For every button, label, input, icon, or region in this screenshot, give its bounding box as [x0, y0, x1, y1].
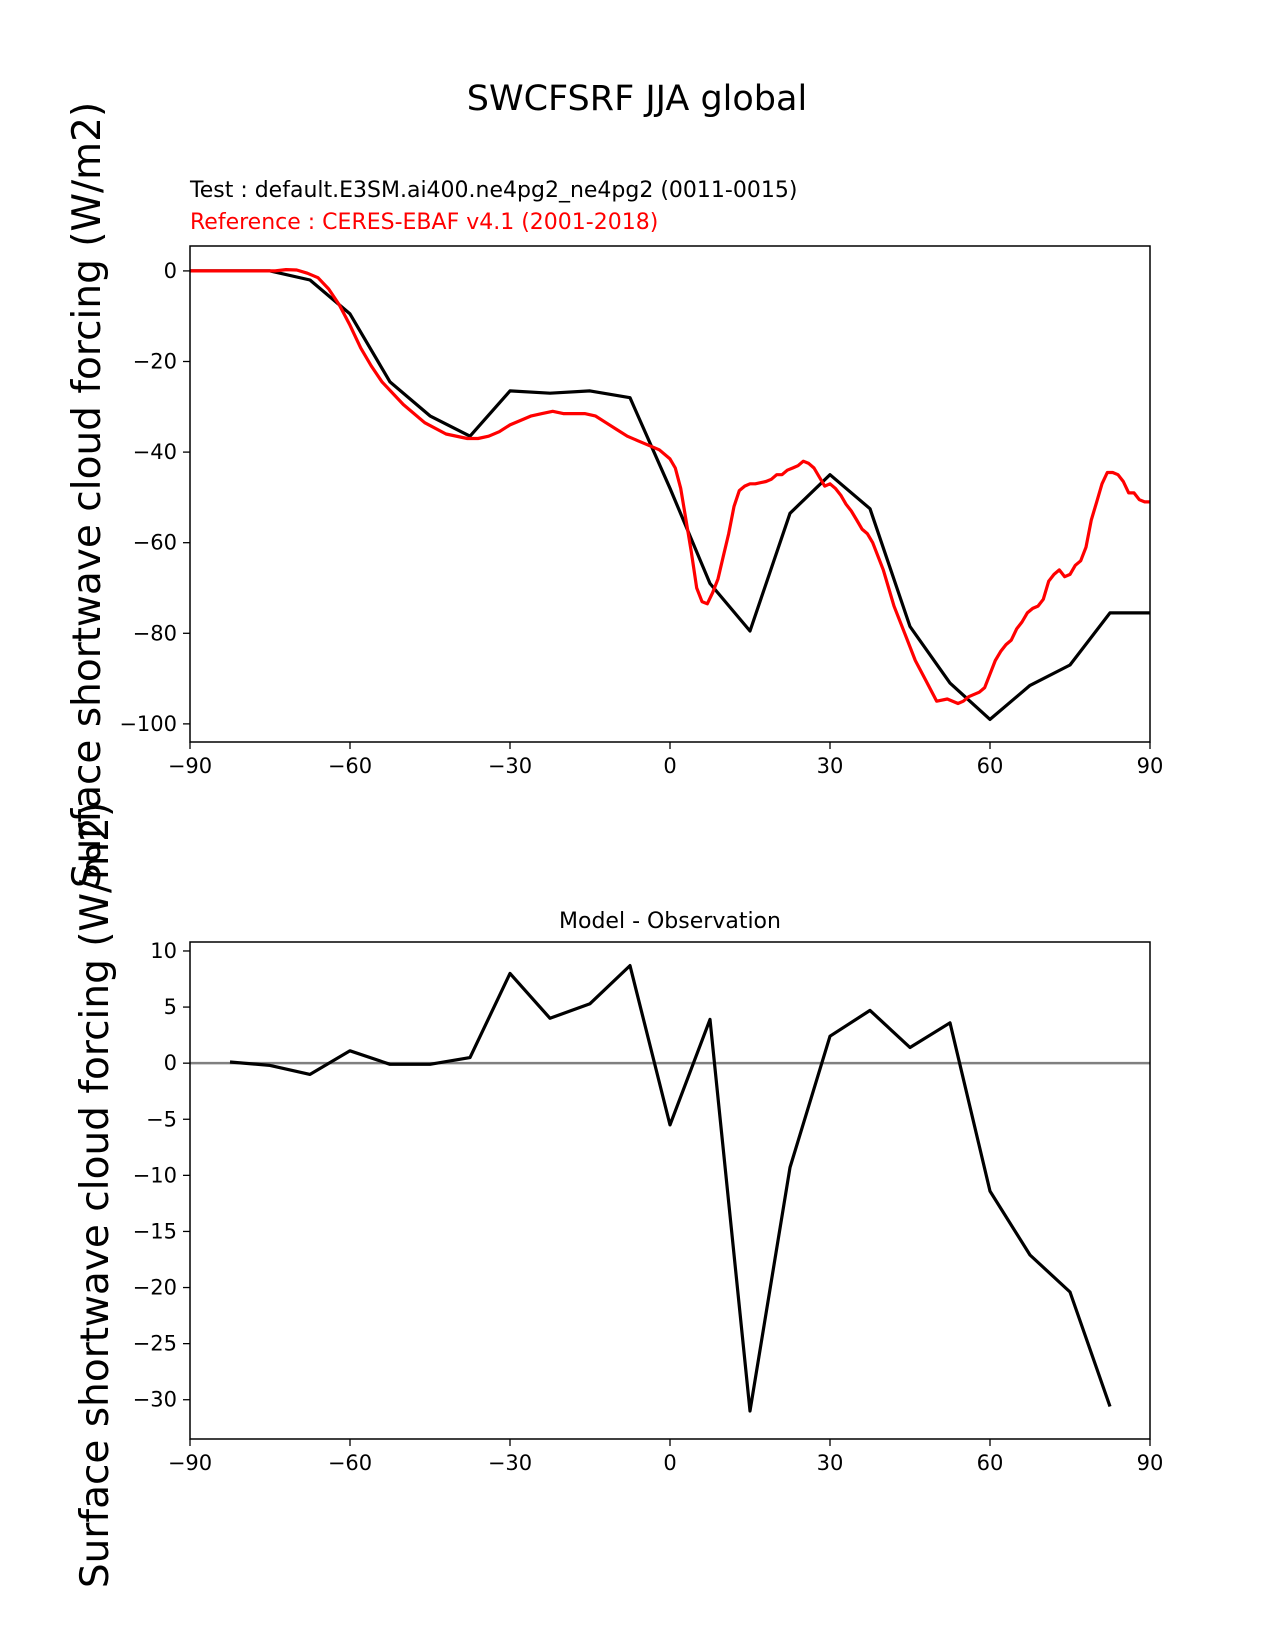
top-x-tick-label: 90: [1137, 754, 1164, 778]
bottom-panel: Model - Observation Surface shortwave cl…: [73, 802, 1163, 1588]
bottom-y-tick-label: −5: [146, 1107, 177, 1131]
top-y-tick-label: −60: [133, 531, 177, 555]
top-x-tick-label: −60: [328, 754, 372, 778]
top-x-tick-label: −30: [488, 754, 532, 778]
bottom-panel-series: [190, 963, 1150, 1413]
bottom-panel-title: Model - Observation: [559, 909, 781, 934]
bottom-x-tick-label: 0: [663, 1451, 676, 1475]
top-x-tick-label: −90: [168, 754, 212, 778]
top-y-tick-label: 0: [164, 259, 177, 283]
bottom-panel-y-axis-label: Surface shortwave cloud forcing (W/m2): [73, 802, 118, 1588]
bottom-y-tick-label: −10: [133, 1163, 177, 1187]
bottom-series-line-0: [229, 963, 1112, 1413]
bottom-panel-axes: −90 −60 −30 0 30 60 90 10 5 0 −5 −10 −15 −20 −25 −30: [133, 939, 1164, 1475]
top-panel-y-axis-label: Surface shortwave cloud forcing (W/m2): [65, 102, 110, 888]
top-panel-series: [190, 268, 1150, 722]
bottom-x-tick-label: −60: [328, 1451, 372, 1475]
top-plot-frame: [189, 245, 1151, 743]
bottom-y-tick-label: −30: [133, 1388, 177, 1412]
bottom-x-tick-label: 30: [817, 1451, 844, 1475]
top-panel: Test : default.E3SM.ai400.ne4pg2_ne4pg2 …: [65, 102, 1163, 888]
bottom-y-tick-label: 10: [150, 939, 177, 963]
top-y-tick-label: −20: [133, 350, 177, 374]
top-y-tick-label: −40: [133, 440, 177, 464]
figure-title: SWCFSRF JJA global: [467, 79, 807, 119]
bottom-y-tick-label: 0: [164, 1051, 177, 1075]
top-series-line-0: [190, 269, 1150, 722]
bottom-x-tick-label: −90: [168, 1451, 212, 1475]
bottom-plot-frame: [189, 941, 1151, 1440]
top-series-line-1: [190, 268, 1150, 706]
top-x-tick-label: 60: [977, 754, 1004, 778]
top-x-tick-label: 30: [817, 754, 844, 778]
bottom-y-tick-label: 5: [164, 995, 177, 1019]
reference-label: Reference : CERES-EBAF v4.1 (2001-2018): [190, 210, 658, 235]
top-panel-axes: −90 −60 −30 0 30 60 90 0 −20 −40 −60 −80 −100: [119, 259, 1163, 778]
bottom-y-tick-label: −20: [133, 1276, 177, 1300]
bottom-x-tick-label: 60: [977, 1451, 1004, 1475]
test-label: Test : default.E3SM.ai400.ne4pg2_ne4pg2 …: [189, 178, 797, 203]
bottom-y-tick-label: −25: [133, 1332, 177, 1356]
bottom-x-tick-label: 90: [1137, 1451, 1164, 1475]
top-x-tick-label: 0: [663, 754, 676, 778]
top-y-tick-label: −80: [133, 621, 177, 645]
bottom-x-tick-label: −30: [488, 1451, 532, 1475]
bottom-y-tick-label: −15: [133, 1219, 177, 1243]
top-y-tick-label: −100: [119, 712, 177, 736]
